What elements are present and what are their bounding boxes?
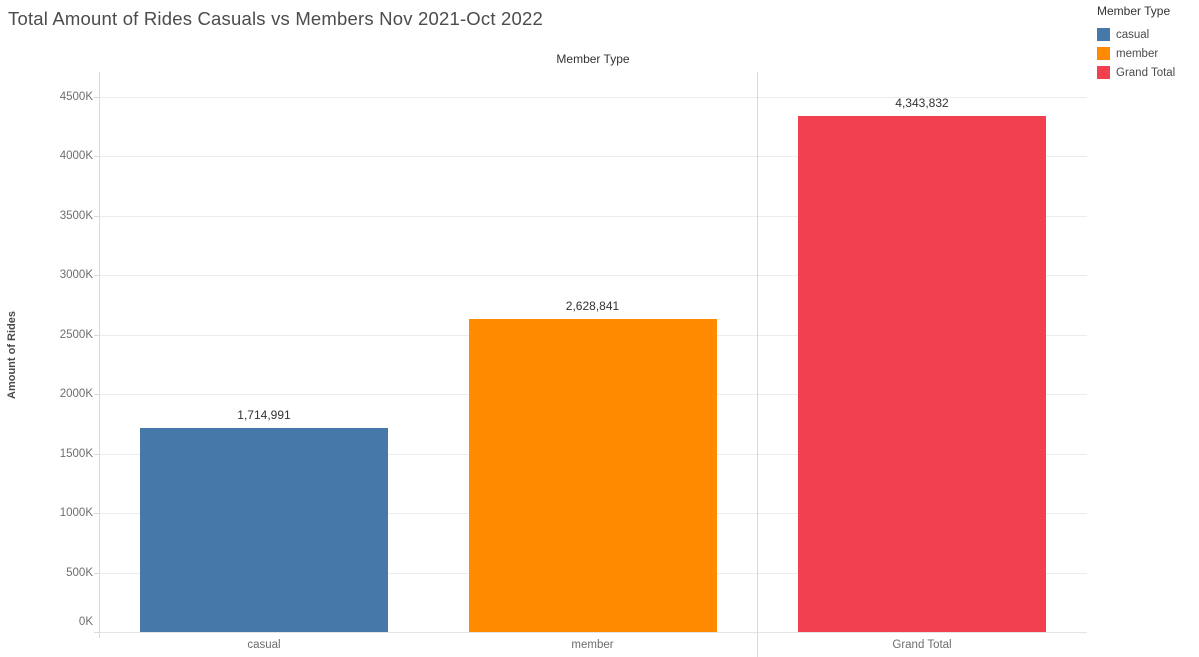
- y-gridline: [99, 275, 1087, 277]
- casual-swatch-icon: [1097, 28, 1110, 41]
- y-tick-mark: [94, 215, 99, 217]
- chart-title: Total Amount of Rides Casuals vs Members…: [8, 8, 543, 29]
- column-field-header: Member Type: [556, 52, 630, 66]
- y-axis-title: Amount of Rides: [6, 311, 18, 399]
- bar-value-label: 4,343,832: [895, 95, 949, 110]
- y-tick-label: 4000K: [59, 150, 93, 163]
- y-tick-label: 3000K: [59, 269, 93, 282]
- y-gridline: [99, 97, 1087, 98]
- x-axis-line: [99, 632, 1087, 633]
- y-axis-line: [99, 72, 100, 638]
- pane-separator: [757, 72, 758, 657]
- y-tick-mark: [94, 275, 99, 277]
- legend-item-grand-total[interactable]: Grand Total: [1097, 63, 1197, 82]
- y-tick-mark: [94, 334, 99, 336]
- y-tick-mark: [94, 632, 99, 633]
- y-tick-mark: [94, 394, 99, 396]
- y-tick-mark: [94, 572, 99, 574]
- y-tick-mark: [94, 453, 99, 455]
- x-category-label: member: [571, 639, 614, 651]
- y-tick-mark: [94, 97, 99, 98]
- legend: Member Type casual member Grand Total: [1097, 4, 1197, 82]
- legend-item-label: member: [1116, 47, 1159, 60]
- bar-value-label: 1,714,991: [237, 408, 291, 423]
- legend-title: Member Type: [1097, 4, 1171, 18]
- legend-item-label: Grand Total: [1116, 66, 1176, 79]
- y-tick-label: 4500K: [59, 91, 93, 103]
- legend-item-casual[interactable]: casual: [1097, 25, 1197, 44]
- y-tick-mark: [94, 156, 99, 158]
- bar-grand-total[interactable]: [798, 115, 1046, 632]
- y-tick-label: 3500K: [59, 209, 93, 222]
- y-tick-label: 500K: [66, 566, 93, 579]
- bar-member[interactable]: [468, 319, 717, 632]
- y-tick-label: 1500K: [59, 447, 93, 460]
- member-swatch-icon: [1097, 47, 1110, 60]
- bar-casual[interactable]: [140, 428, 388, 632]
- y-tick-label: 1000K: [59, 507, 93, 520]
- y-tick-label: 2000K: [59, 388, 93, 401]
- x-category-label: Grand Total: [892, 639, 952, 651]
- y-tick-label: 0K: [78, 616, 93, 628]
- y-tick-label: 2500K: [59, 328, 93, 341]
- y-gridline: [99, 215, 1087, 217]
- x-category-label: casual: [247, 639, 281, 651]
- bar-value-label: 2,628,841: [565, 299, 620, 314]
- y-gridline: [99, 156, 1087, 158]
- legend-item-member[interactable]: member: [1097, 44, 1197, 63]
- legend-item-label: casual: [1116, 28, 1150, 41]
- grand-total-swatch-icon: [1097, 66, 1110, 79]
- y-tick-mark: [94, 513, 99, 515]
